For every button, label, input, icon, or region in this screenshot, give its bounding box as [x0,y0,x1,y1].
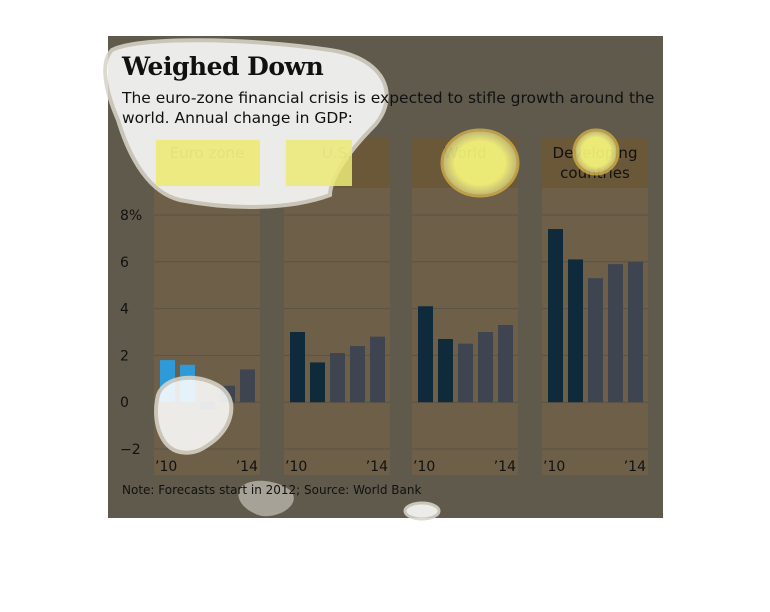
bar [478,332,493,403]
bar [458,343,473,403]
y-tick-label: 4 [120,302,129,318]
heat-blob-note [238,480,294,517]
panel-3: Developingcountries’10’14 [542,138,648,475]
bar [588,278,603,403]
bar [418,306,433,403]
bar [330,353,345,403]
bar [498,324,513,403]
y-tick-label: 0 [120,395,129,411]
chart-subtitle: The euro-zone financial crisis is expect… [122,89,655,127]
bar [240,369,255,403]
bar [548,229,563,403]
x-tick-label: ’14 [366,459,388,475]
x-tick-label: ’10 [285,459,307,475]
heat-blob-euro-header [156,140,260,186]
heat-blob-us-header [286,140,352,186]
x-tick-label: ’10 [155,459,177,475]
x-tick-label: ’14 [236,459,258,475]
y-tick-label: 2 [120,348,129,364]
source-note: Note: Forecasts start in 2012; Source: W… [122,483,422,497]
bar [608,264,623,403]
y-tick-label: 8% [120,208,142,224]
bar [370,336,385,403]
bar [310,362,325,403]
heat-blob-world-header [440,128,520,198]
x-tick-label: ’10 [543,459,565,475]
bar [438,339,453,403]
attention-heatmap-overlay [103,38,620,521]
heat-blob-developing-header [572,128,620,176]
heat-blob-bottom [403,501,441,521]
y-tick-label: −2 [120,442,141,458]
x-tick-label: ’14 [624,459,646,475]
bar [568,259,583,403]
y-tick-label: 6 [120,255,129,271]
bar [290,332,305,403]
bar [628,261,643,403]
x-tick-label: ’10 [413,459,435,475]
heat-blob-euro-bars [154,375,234,455]
x-tick-label: ’14 [494,459,516,475]
panel-1: U.S.’10’14 [284,138,390,475]
chart-title: Weighed Down [122,52,324,81]
bar [350,346,365,403]
